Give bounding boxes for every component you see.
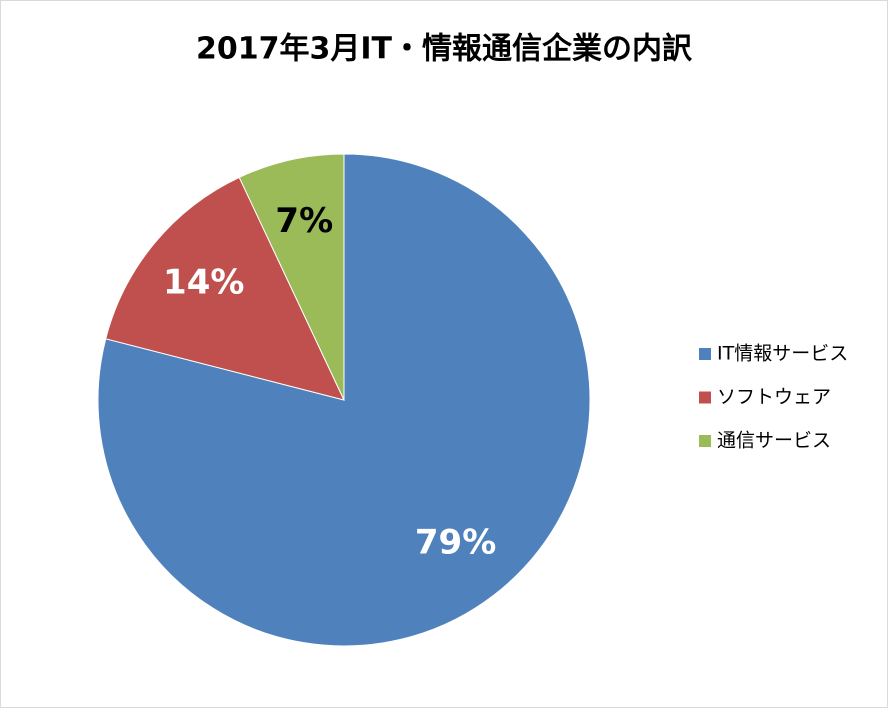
chart-title: 2017年3月IT・情報通信企業の内訳: [196, 32, 693, 67]
legend-label: IT情報サービス: [717, 343, 848, 365]
pie-slice: [105, 176, 345, 401]
legend-label: ソフトウェア: [717, 386, 831, 408]
data-label: 79%: [415, 522, 496, 562]
legend-swatch: [699, 435, 711, 447]
pie-slice: [238, 153, 345, 401]
legend-swatch: [699, 391, 711, 404]
data-label: 14%: [163, 262, 244, 302]
legend-swatch: [699, 348, 711, 360]
legend-label: 通信サービス: [717, 430, 831, 452]
data-label: 7%: [275, 201, 333, 241]
pie-slice: [97, 153, 591, 647]
